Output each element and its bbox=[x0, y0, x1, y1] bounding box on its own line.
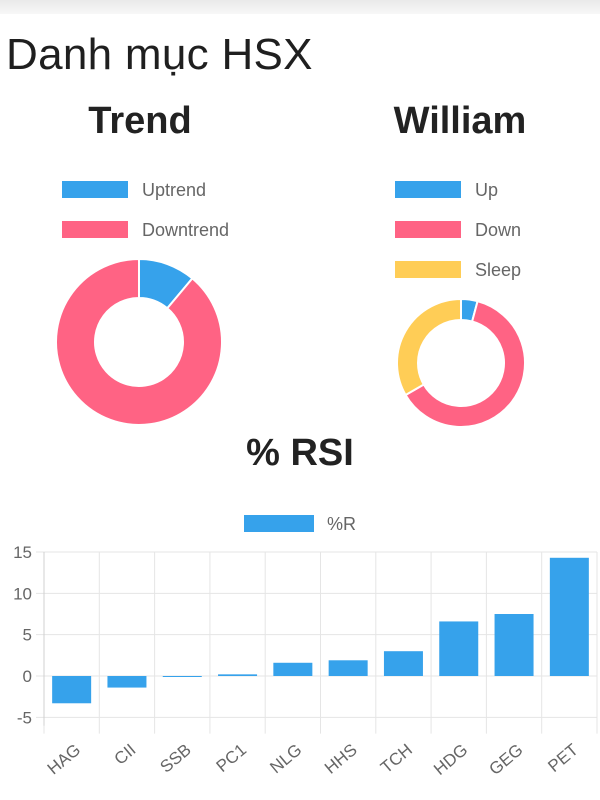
slice-sleep[interactable] bbox=[396, 297, 462, 397]
slice-down[interactable] bbox=[404, 299, 526, 428]
x-tick-label-hdg: HDG bbox=[430, 740, 471, 779]
trend-doughnut-chart: Uptrend Downtrend bbox=[55, 180, 229, 426]
legend-swatch-downtrend[interactable] bbox=[62, 221, 128, 238]
bar-hdg[interactable] bbox=[439, 621, 479, 676]
bar-nlg[interactable] bbox=[273, 662, 313, 676]
top-status-strip bbox=[0, 0, 600, 14]
legend-label-r[interactable]: %R bbox=[327, 514, 356, 534]
x-tick-label-pc1: PC1 bbox=[213, 740, 251, 776]
bar-cii[interactable] bbox=[107, 676, 147, 688]
x-tick-label-nlg: NLG bbox=[266, 740, 305, 777]
next-section-cut bbox=[0, 786, 600, 800]
bar-hag[interactable] bbox=[52, 676, 92, 704]
y-tick-label: 0 bbox=[23, 667, 32, 686]
rsi-chart-title: % RSI bbox=[246, 432, 354, 474]
x-tick-label-hhs: HHS bbox=[321, 740, 361, 778]
x-tick-label-pet: PET bbox=[544, 740, 582, 776]
y-tick-label: 10 bbox=[13, 584, 32, 603]
legend-swatch-down[interactable] bbox=[395, 221, 461, 238]
bar-pc1[interactable] bbox=[218, 674, 258, 676]
page-title: Danh mục HSX bbox=[6, 30, 313, 79]
legend-swatch-uptrend[interactable] bbox=[62, 181, 128, 198]
legend-label-up[interactable]: Up bbox=[475, 180, 498, 200]
legend-label-downtrend[interactable]: Downtrend bbox=[142, 220, 229, 240]
william-doughnut-chart: Up Down Sleep bbox=[395, 180, 526, 428]
bar-pet[interactable] bbox=[549, 557, 589, 676]
y-tick-label: 15 bbox=[13, 543, 32, 562]
legend-label-sleep[interactable]: Sleep bbox=[475, 260, 521, 280]
bar-hhs[interactable] bbox=[328, 660, 368, 676]
x-tick-label-geg: GEG bbox=[485, 740, 526, 779]
legend-label-down[interactable]: Down bbox=[475, 220, 521, 240]
legend-swatch-up[interactable] bbox=[395, 181, 461, 198]
legend-label-uptrend[interactable]: Uptrend bbox=[142, 180, 206, 200]
y-tick-label: -5 bbox=[17, 708, 32, 727]
y-tick-label: 5 bbox=[23, 626, 32, 645]
legend-swatch-r[interactable] bbox=[244, 515, 314, 532]
slice-downtrend[interactable] bbox=[55, 257, 223, 426]
x-tick-label-hag: HAG bbox=[44, 740, 84, 778]
legend-swatch-sleep[interactable] bbox=[395, 261, 461, 278]
bar-geg[interactable] bbox=[494, 614, 534, 676]
bar-tch[interactable] bbox=[383, 651, 423, 676]
x-tick-label-tch: TCH bbox=[377, 740, 416, 777]
bar-ssb[interactable] bbox=[162, 676, 202, 677]
trend-chart-title: Trend bbox=[88, 100, 192, 142]
x-tick-label-cii: CII bbox=[111, 740, 140, 769]
rsi-bar-chart: %R 15 10 5 0 -5 HAG CII SSB PC1 NLG HHS TCH HDG GEG PET bbox=[13, 514, 598, 779]
william-chart-title: William bbox=[393, 100, 527, 142]
x-tick-label-ssb: SSB bbox=[157, 740, 195, 776]
